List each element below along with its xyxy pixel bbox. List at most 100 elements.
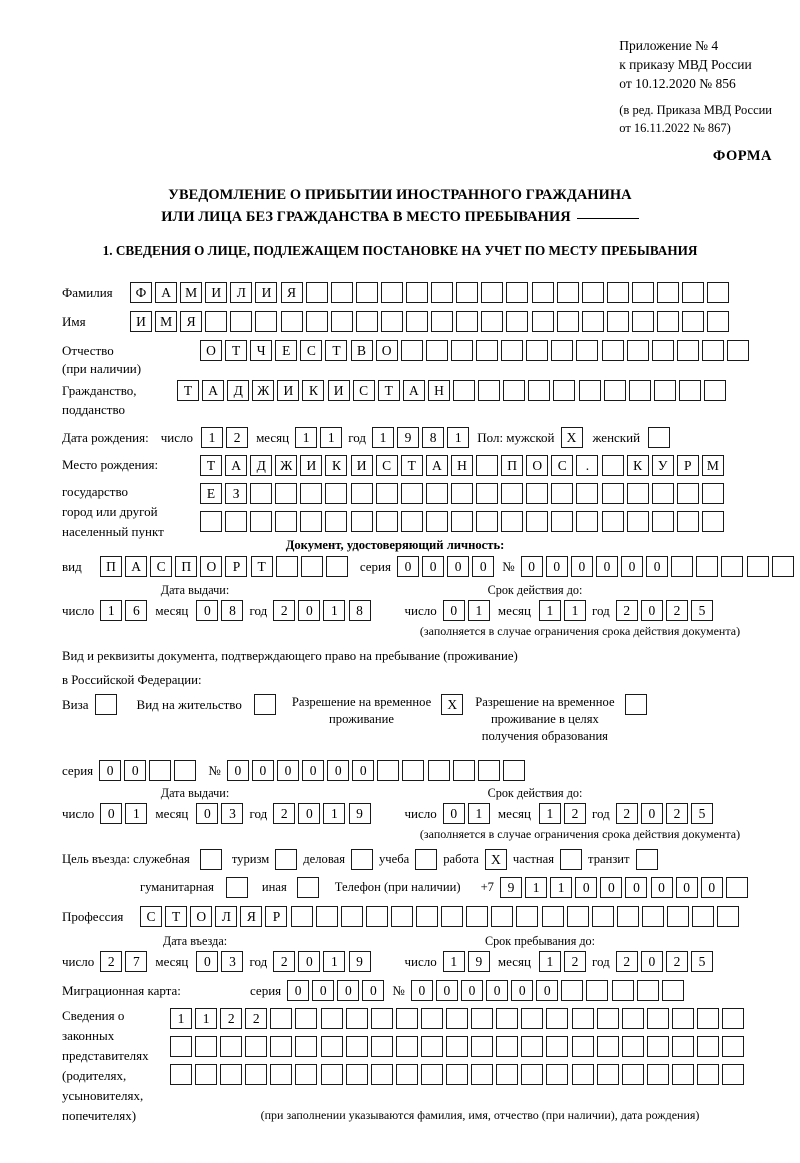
char-cell[interactable]: 1 — [323, 600, 346, 621]
char-cell[interactable]: 2 — [273, 600, 296, 621]
char-cell[interactable] — [648, 427, 671, 448]
char-cell[interactable]: О — [200, 556, 223, 577]
char-cell[interactable] — [551, 340, 574, 361]
char-cell[interactable]: М — [155, 311, 178, 332]
char-cell[interactable] — [603, 380, 626, 401]
char-cell[interactable]: 0 — [640, 951, 663, 972]
char-cell[interactable] — [551, 483, 574, 504]
char-cell[interactable] — [503, 380, 526, 401]
char-cell[interactable]: 2 — [615, 951, 638, 972]
char-cell[interactable]: 1 — [295, 427, 318, 448]
char-cell[interactable]: 0 — [124, 760, 147, 781]
char-cell[interactable] — [330, 282, 353, 303]
char-cell[interactable] — [551, 511, 574, 532]
residence-permit-checkbox[interactable] — [253, 694, 276, 715]
char-cell[interactable]: X — [441, 694, 464, 715]
purpose-tourism-checkbox[interactable] — [275, 849, 298, 870]
char-cell[interactable] — [477, 760, 500, 781]
char-cell[interactable]: 1 — [100, 600, 123, 621]
char-cell[interactable]: 1 — [442, 951, 465, 972]
char-cell[interactable] — [671, 556, 694, 577]
char-cell[interactable] — [678, 380, 701, 401]
char-cell[interactable] — [471, 1064, 494, 1085]
char-cell[interactable] — [225, 511, 248, 532]
char-cell[interactable] — [375, 511, 398, 532]
char-cell[interactable] — [646, 1064, 669, 1085]
char-cell[interactable] — [255, 311, 278, 332]
char-cell[interactable] — [330, 311, 353, 332]
char-cell[interactable] — [682, 311, 705, 332]
char-cell[interactable]: 0 — [312, 980, 335, 1001]
char-cell[interactable]: 1 — [371, 427, 394, 448]
char-cell[interactable]: О — [526, 455, 549, 476]
char-cell[interactable] — [501, 483, 524, 504]
char-cell[interactable] — [275, 849, 298, 870]
char-cell[interactable]: 0 — [435, 980, 458, 1001]
char-cell[interactable] — [420, 1008, 443, 1029]
char-cell[interactable]: 5 — [691, 951, 714, 972]
char-cell[interactable]: О — [200, 340, 222, 361]
char-cell[interactable]: Л — [230, 282, 253, 303]
char-cell[interactable] — [315, 906, 338, 927]
char-cell[interactable]: 2 — [245, 1008, 268, 1029]
char-cell[interactable] — [528, 380, 551, 401]
char-cell[interactable] — [556, 282, 579, 303]
char-cell[interactable] — [365, 906, 388, 927]
char-cell[interactable] — [200, 511, 222, 532]
char-cell[interactable] — [656, 311, 679, 332]
char-cell[interactable]: 0 — [640, 600, 663, 621]
char-cell[interactable] — [305, 311, 328, 332]
char-cell[interactable]: 0 — [410, 980, 433, 1001]
char-cell[interactable] — [275, 556, 298, 577]
char-cell[interactable]: 1 — [200, 427, 223, 448]
char-cell[interactable]: 1 — [170, 1008, 192, 1029]
char-cell[interactable] — [601, 340, 624, 361]
char-cell[interactable]: И — [255, 282, 278, 303]
char-cell[interactable] — [370, 1064, 393, 1085]
char-cell[interactable] — [476, 340, 499, 361]
char-cell[interactable]: Д — [227, 380, 250, 401]
char-cell[interactable] — [275, 511, 298, 532]
char-cell[interactable] — [571, 1008, 594, 1029]
char-cell[interactable]: 9 — [467, 951, 490, 972]
char-cell[interactable] — [651, 340, 674, 361]
char-cell[interactable] — [377, 760, 400, 781]
char-cell[interactable]: 1 — [447, 427, 470, 448]
char-cell[interactable]: 0 — [277, 760, 300, 781]
char-cell[interactable]: 3 — [221, 803, 244, 824]
char-cell[interactable] — [676, 483, 699, 504]
char-cell[interactable]: 0 — [287, 980, 310, 1001]
char-cell[interactable]: 2 — [665, 803, 688, 824]
char-cell[interactable]: 0 — [520, 556, 543, 577]
visa-checkbox[interactable] — [94, 694, 117, 715]
char-cell[interactable]: 0 — [302, 760, 325, 781]
char-cell[interactable] — [571, 1064, 594, 1085]
char-cell[interactable]: 0 — [536, 980, 559, 1001]
char-cell[interactable] — [325, 511, 348, 532]
char-cell[interactable] — [220, 1036, 243, 1057]
char-cell[interactable] — [350, 511, 373, 532]
char-cell[interactable]: 0 — [595, 556, 618, 577]
char-cell[interactable] — [581, 311, 604, 332]
char-cell[interactable]: У — [651, 455, 674, 476]
char-cell[interactable]: 0 — [422, 556, 445, 577]
char-cell[interactable]: 1 — [125, 803, 148, 824]
char-cell[interactable]: Р — [265, 906, 288, 927]
char-cell[interactable] — [646, 1036, 669, 1057]
char-cell[interactable] — [696, 1036, 719, 1057]
char-cell[interactable] — [395, 1008, 418, 1029]
char-cell[interactable]: А — [125, 556, 148, 577]
sex-male-checkbox[interactable]: X — [560, 427, 583, 448]
char-cell[interactable] — [696, 1008, 719, 1029]
char-cell[interactable]: А — [402, 380, 425, 401]
char-cell[interactable] — [628, 380, 651, 401]
char-cell[interactable] — [345, 1036, 368, 1057]
char-cell[interactable]: Т — [325, 340, 348, 361]
char-cell[interactable]: О — [375, 340, 398, 361]
